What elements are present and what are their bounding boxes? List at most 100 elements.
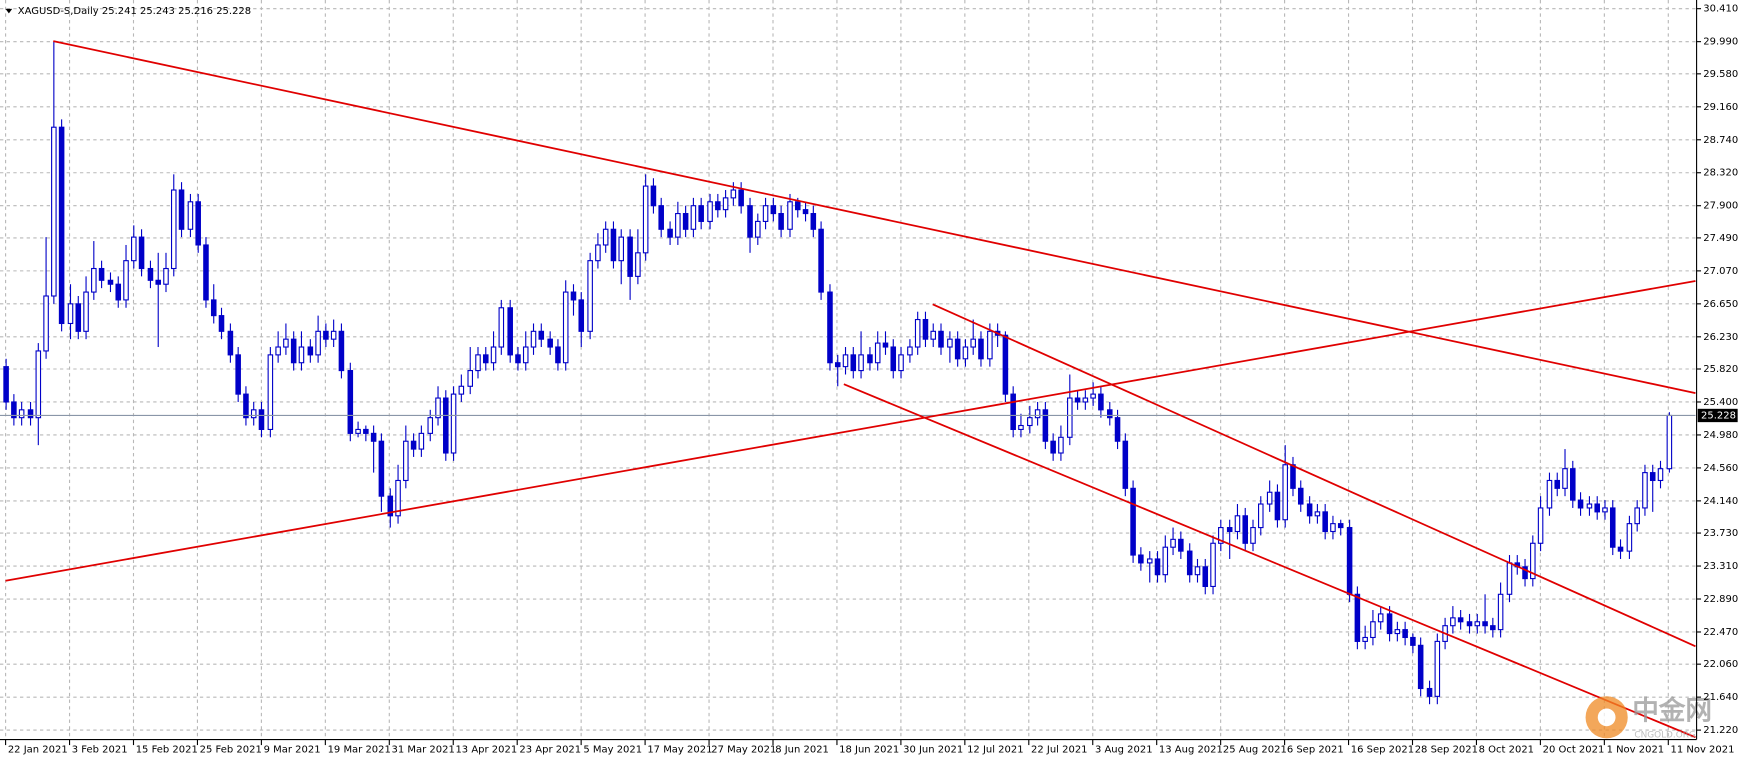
candle-body bbox=[1562, 468, 1568, 489]
candle-body bbox=[435, 397, 441, 419]
candle-body bbox=[1282, 464, 1288, 521]
candle-body bbox=[730, 189, 737, 199]
candle-body bbox=[1074, 397, 1081, 403]
candle-body bbox=[395, 479, 401, 517]
candle-body bbox=[938, 330, 944, 348]
candle-body bbox=[378, 440, 385, 497]
candle-body bbox=[1394, 629, 1401, 635]
candle-body bbox=[698, 205, 704, 222]
y-tick-label: 22.060 bbox=[1703, 659, 1738, 670]
candle-body bbox=[1346, 527, 1353, 595]
candle-body bbox=[658, 205, 664, 230]
candle-body bbox=[1609, 507, 1616, 548]
candle-body bbox=[1090, 393, 1096, 399]
candle-body bbox=[810, 213, 817, 230]
candle-body bbox=[1530, 542, 1536, 580]
candle-body bbox=[51, 126, 57, 297]
trend-line bbox=[53, 40, 1696, 394]
candle-body bbox=[1434, 640, 1441, 697]
candle-body bbox=[947, 338, 953, 348]
chart-title: XAGUSD-S,Daily 25.241 25.243 25.216 25.2… bbox=[18, 6, 251, 17]
candle-body bbox=[1586, 503, 1593, 509]
candle-body bbox=[27, 409, 34, 419]
candle-body bbox=[3, 366, 9, 403]
candle-body bbox=[1594, 503, 1600, 513]
candle-body bbox=[642, 185, 649, 254]
candle-body bbox=[370, 432, 377, 442]
candle-body bbox=[610, 228, 617, 262]
candle-body bbox=[1617, 546, 1624, 552]
candle-body bbox=[330, 330, 337, 340]
candle-body bbox=[570, 291, 577, 301]
x-tick-label: 31 Mar 2021 bbox=[392, 745, 455, 756]
candle-body bbox=[363, 428, 369, 434]
candle-body bbox=[91, 267, 97, 293]
candle-body bbox=[11, 401, 17, 419]
x-tick-label: 17 May 2021 bbox=[647, 745, 712, 756]
candle-body bbox=[1450, 617, 1456, 627]
candle-body bbox=[1602, 507, 1608, 513]
trend-line bbox=[5, 280, 1696, 582]
candle-body bbox=[498, 307, 505, 348]
candle-body bbox=[131, 236, 137, 262]
candle-body bbox=[155, 279, 161, 285]
candle-body bbox=[123, 260, 129, 301]
candle-body bbox=[18, 409, 25, 419]
y-tick-label: 27.900 bbox=[1703, 201, 1738, 212]
candle-body bbox=[682, 213, 689, 230]
candle-body bbox=[858, 354, 864, 372]
candle-body bbox=[1457, 617, 1464, 623]
watermark-text: 中金网 bbox=[1632, 695, 1712, 726]
y-tick-label: 21.640 bbox=[1703, 692, 1738, 703]
candle-body bbox=[163, 267, 169, 285]
y-tick-label: 23.730 bbox=[1703, 528, 1738, 539]
x-tick-label: 22 Jul 2021 bbox=[1031, 745, 1088, 756]
candle-body bbox=[1050, 440, 1056, 454]
candle-body bbox=[347, 370, 354, 434]
candle-body bbox=[1274, 491, 1281, 521]
x-tick-label: 25 Feb 2021 bbox=[200, 745, 262, 756]
candle-body bbox=[75, 303, 82, 332]
x-tick-label: 5 May 2021 bbox=[583, 745, 642, 756]
x-tick-label: 22 Jan 2021 bbox=[8, 745, 68, 756]
candle-body bbox=[1107, 409, 1113, 419]
x-tick-label: 18 Jun 2021 bbox=[839, 745, 899, 756]
candle-body bbox=[35, 350, 42, 419]
candle-body bbox=[1018, 424, 1024, 431]
y-tick-label: 24.560 bbox=[1703, 463, 1738, 474]
candle-body bbox=[722, 197, 729, 211]
candle-body bbox=[427, 417, 434, 434]
x-tick-label: 16 Sep 2021 bbox=[1351, 745, 1414, 756]
candle-body bbox=[850, 354, 857, 372]
candle-body bbox=[1042, 409, 1049, 442]
x-tick-label: 27 May 2021 bbox=[711, 745, 776, 756]
candle-body bbox=[170, 189, 177, 270]
candle-body bbox=[1202, 566, 1209, 588]
y-tick-label: 25.400 bbox=[1703, 397, 1738, 408]
x-tick-label: 13 Aug 2021 bbox=[1159, 745, 1223, 756]
candle-body bbox=[195, 201, 201, 246]
candle-body bbox=[538, 330, 545, 340]
candle-body bbox=[1242, 515, 1249, 544]
candle-body bbox=[1210, 542, 1216, 588]
candle-body bbox=[794, 201, 801, 211]
candle-body bbox=[867, 354, 873, 364]
candle-body bbox=[778, 213, 784, 230]
candle-body bbox=[218, 315, 225, 332]
candle-body bbox=[355, 428, 361, 434]
candle-body bbox=[842, 354, 849, 368]
candle-body bbox=[1218, 527, 1224, 544]
candle-body bbox=[482, 354, 489, 364]
candle-body bbox=[818, 228, 824, 293]
candle-body bbox=[243, 393, 249, 419]
candle-body bbox=[43, 295, 49, 352]
candle-body bbox=[1570, 468, 1576, 501]
candle-body bbox=[635, 252, 641, 277]
candles bbox=[0, 41, 1696, 705]
candle-body bbox=[1067, 397, 1073, 438]
candle-body bbox=[1186, 550, 1193, 576]
y-tick-label: 24.980 bbox=[1703, 430, 1738, 441]
menu-arrow[interactable] bbox=[5, 8, 13, 14]
candle-body bbox=[1337, 523, 1344, 529]
candle-body bbox=[907, 346, 913, 356]
